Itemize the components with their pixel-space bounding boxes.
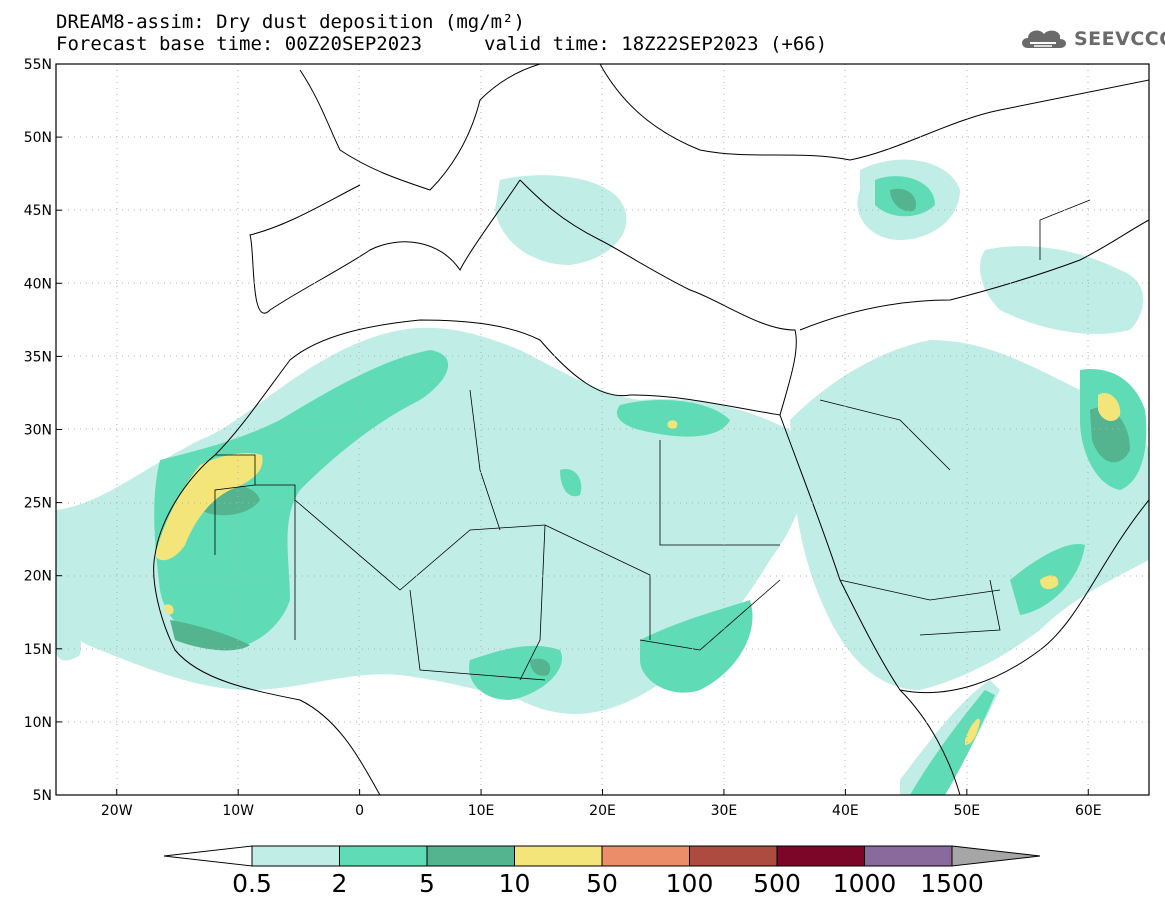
lon-tick-label: 10W bbox=[222, 803, 254, 819]
lat-tick-label: 55N bbox=[24, 57, 52, 73]
base-time-label: Forecast base time: 00Z20SEP2023 bbox=[56, 33, 423, 55]
lat-tick-label: 20N bbox=[24, 569, 52, 585]
colorbar-label: 50 bbox=[586, 869, 618, 898]
colorbar-label: 1000 bbox=[832, 869, 897, 898]
lat-tick-label: 45N bbox=[24, 203, 52, 219]
seevccc-logo: SEEVCCC bbox=[1018, 26, 1165, 52]
colorbar-label: 5 bbox=[419, 869, 435, 898]
colorbar-label: 10 bbox=[498, 869, 531, 898]
colorbar-segment bbox=[251, 845, 340, 867]
colorbar-label: 1500 bbox=[920, 869, 984, 898]
colorbar-segment bbox=[776, 845, 865, 867]
lon-tick-label: 40E bbox=[832, 803, 859, 819]
colorbar bbox=[163, 845, 1041, 867]
lat-tick-label: 25N bbox=[24, 496, 52, 512]
colorbar-label: 0.5 bbox=[232, 869, 272, 898]
graticule bbox=[56, 64, 1149, 795]
lon-tick-label: 10E bbox=[468, 803, 495, 819]
lon-tick-label: 20W bbox=[101, 803, 133, 819]
lon-tick-label: 50E bbox=[953, 803, 980, 819]
coastlines bbox=[153, 64, 1149, 795]
lat-tick-label: 10N bbox=[24, 715, 52, 731]
colorbar-segment bbox=[514, 845, 603, 867]
colorbar-label: 100 bbox=[665, 869, 714, 898]
lat-tick-label: 5N bbox=[33, 788, 52, 804]
map-plot-area bbox=[56, 64, 1149, 795]
lat-tick-label: 35N bbox=[24, 349, 52, 365]
colorbar-under-triangle bbox=[163, 845, 253, 867]
cloud-icon bbox=[1022, 30, 1066, 48]
colorbar-segment bbox=[601, 845, 690, 867]
lon-tick-label: 20E bbox=[589, 803, 616, 819]
lon-tick-label: 60E bbox=[1075, 803, 1102, 819]
valid-time-label: valid time: 18Z22SEP2023 (+66) bbox=[484, 33, 828, 55]
logo-text: SEEVCCC bbox=[1074, 28, 1165, 50]
colorbar-segment bbox=[339, 845, 428, 867]
colorbar-label: 500 bbox=[753, 869, 801, 898]
lon-tick-label: 0 bbox=[355, 803, 364, 819]
lat-tick-label: 30N bbox=[24, 423, 52, 439]
colorbar-over-triangle bbox=[951, 845, 1041, 867]
lat-tick-label: 40N bbox=[24, 276, 52, 292]
lat-tick-label: 50N bbox=[24, 130, 52, 146]
colorbar-segment bbox=[689, 845, 778, 867]
colorbar-label: 2 bbox=[331, 869, 348, 898]
colorbar-segment bbox=[426, 845, 515, 867]
deposition-layer-10 bbox=[155, 392, 1121, 745]
colorbar-segment bbox=[864, 845, 953, 867]
map-title: DREAM8-assim: Dry dust deposition (mg/m²… bbox=[56, 11, 525, 33]
axis-ticks: 20W 10W 0 10E 20E 30E 40E 50E 60E 55N 50N 45N 40N 35N… bbox=[24, 57, 1102, 819]
lat-tick-label: 15N bbox=[24, 642, 52, 658]
lon-tick-label: 30E bbox=[711, 803, 738, 819]
country-borders bbox=[214, 199, 1091, 681]
